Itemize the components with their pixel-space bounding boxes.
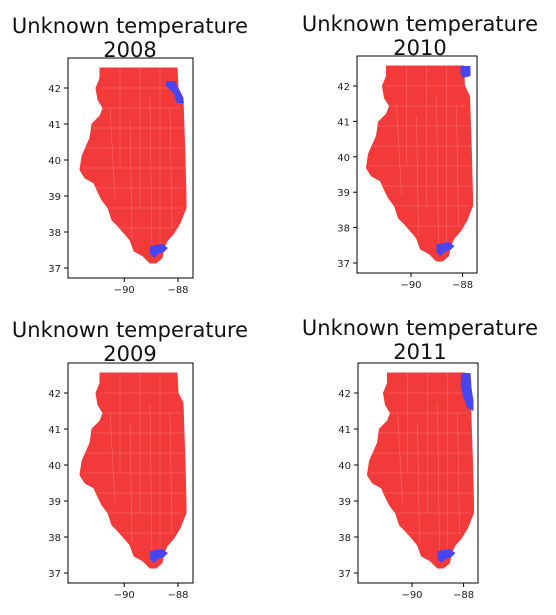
y-tick-label: 41 xyxy=(338,425,351,436)
panel-title: Unknown temperature 2009 xyxy=(0,318,260,366)
axes-frame xyxy=(67,57,194,279)
x-tick-label: −90 xyxy=(114,590,135,601)
y-tick-label: 39 xyxy=(337,188,350,199)
map-panel-2008: Unknown temperature 2008 42 41 40 39 38 37 −90… xyxy=(0,0,260,300)
title-line1: Unknown temperature xyxy=(11,318,249,342)
axes-frame xyxy=(356,55,478,274)
illinois-map: 42 41 40 39 38 37 −90 −88 xyxy=(338,362,479,601)
y-tick-label: 40 xyxy=(337,153,350,164)
y-tick-label: 40 xyxy=(338,461,351,472)
y-tick-label: 37 xyxy=(48,264,61,275)
y-tick-label: 42 xyxy=(337,82,350,93)
axes-frame xyxy=(357,362,479,584)
y-tick-label: 41 xyxy=(48,425,61,436)
title-line2: 2011 xyxy=(393,340,447,364)
highlight-region-south-tip xyxy=(436,242,455,256)
y-tick-label: 41 xyxy=(337,117,350,128)
map-panel-2011: Unknown temperature 2011 42 41 40 39 38 37 −90… xyxy=(290,305,550,605)
map-panel-2010: Unknown temperature 2010 42 41 40 39 38 37 −90… xyxy=(290,0,550,300)
y-tick-label: 38 xyxy=(338,533,351,544)
y-tick-label: 37 xyxy=(48,569,61,580)
highlight-region-south-tip xyxy=(437,549,456,563)
y-tick-label: 40 xyxy=(48,156,61,167)
y-tick-label: 39 xyxy=(338,497,351,508)
y-tick-label: 40 xyxy=(48,461,61,472)
highlight-region-south-tip xyxy=(150,549,168,563)
panel-title: Unknown temperature 2008 xyxy=(0,14,260,62)
title-line1: Unknown temperature xyxy=(301,316,539,340)
state-shape xyxy=(79,67,187,264)
x-tick-label: −88 xyxy=(452,280,473,291)
county-borders xyxy=(369,373,474,554)
x-tick-label: −88 xyxy=(453,590,474,601)
title-line2: 2009 xyxy=(103,342,157,366)
illinois-map: 42 41 40 39 38 37 −90 −88 xyxy=(337,55,478,291)
title-line1: Unknown temperature xyxy=(11,14,249,38)
highlight-region-northeast-corner xyxy=(460,66,471,78)
title-line1: Unknown temperature xyxy=(301,12,539,36)
state-shape xyxy=(365,65,473,262)
y-tick-label: 41 xyxy=(48,120,61,131)
map-panel-2009: Unknown temperature 2009 42 41 40 39 38 37 −90… xyxy=(0,305,260,605)
x-tick-label: −88 xyxy=(167,285,188,296)
panel-title: Unknown temperature 2011 xyxy=(290,316,550,364)
county-borders xyxy=(82,68,186,249)
highlight-region-northeast-lakeshore xyxy=(166,81,184,103)
x-tick-label: −90 xyxy=(401,590,422,601)
county-borders xyxy=(368,66,473,247)
highlight-region-northeast-lakeshore-large xyxy=(460,373,474,411)
y-tick-label: 39 xyxy=(48,497,61,508)
y-tick-label: 38 xyxy=(337,224,350,235)
y-tick-label: 38 xyxy=(48,228,61,239)
y-tick-label: 37 xyxy=(338,569,351,580)
axes-frame xyxy=(67,362,194,584)
y-tick-label: 42 xyxy=(338,389,351,400)
county-borders xyxy=(82,373,186,554)
x-tick-label: −90 xyxy=(400,280,421,291)
y-tick-label: 39 xyxy=(48,192,61,203)
highlight-region-south-tip xyxy=(150,244,168,258)
illinois-map: 42 41 40 39 38 37 −90 −88 xyxy=(48,362,194,601)
y-tick-label: 42 xyxy=(48,84,61,95)
y-tick-label: 38 xyxy=(48,533,61,544)
y-tick-label: 42 xyxy=(48,389,61,400)
state-shape xyxy=(366,372,474,569)
panel-title: Unknown temperature 2010 xyxy=(290,12,550,60)
x-tick-label: −88 xyxy=(167,590,188,601)
x-tick-label: −90 xyxy=(114,285,135,296)
state-shape xyxy=(79,372,187,569)
illinois-map: 42 41 40 39 38 37 −90 −88 xyxy=(48,57,194,296)
y-tick-label: 37 xyxy=(337,259,350,270)
